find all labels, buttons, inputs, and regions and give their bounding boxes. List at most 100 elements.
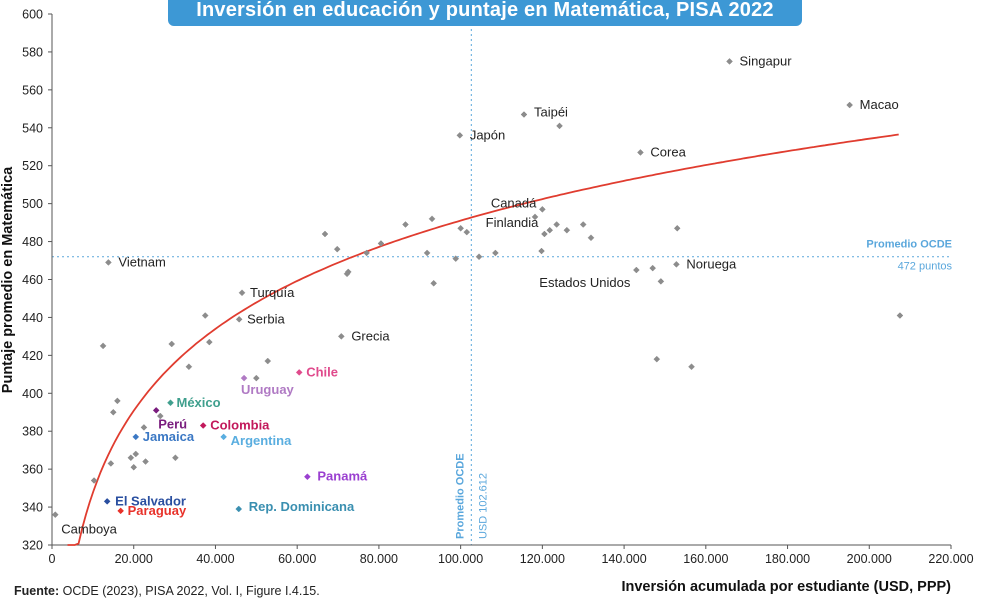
country-point [363, 249, 371, 257]
label-finlandia: Finlandia [486, 215, 540, 230]
x-tick-label: 20.000 [115, 552, 153, 566]
y-tick-label: 340 [22, 501, 43, 515]
label-turquia: Turquía [250, 285, 295, 300]
point-el-salvador [103, 498, 111, 505]
country-point [428, 215, 436, 223]
label-peru: Perú [158, 416, 187, 431]
y-tick-label: 560 [22, 83, 43, 97]
country-point [463, 228, 471, 236]
point-taipei [520, 111, 528, 118]
point-colombia [199, 422, 207, 429]
y-tick-label: 480 [22, 235, 43, 249]
country-point [127, 454, 135, 462]
y-tick-label: 440 [22, 311, 43, 325]
y-tick-label: 380 [22, 425, 43, 439]
country-point [142, 458, 149, 465]
x-tick-label: 180.000 [765, 552, 810, 566]
country-point [114, 397, 121, 405]
label-colombia: Colombia [210, 418, 270, 433]
country-point [321, 230, 329, 238]
label-taipei: Taipéi [534, 105, 568, 120]
x-tick-label: 160.000 [683, 552, 728, 566]
y-tick-label: 540 [22, 121, 43, 135]
point-chile [295, 369, 303, 376]
label-noruega: Noruega [686, 256, 737, 271]
label-estados-unidos: Estados Unidos [539, 275, 631, 290]
country-point [172, 454, 179, 462]
y-tick-label: 500 [22, 197, 43, 211]
x-tick-label: 80.000 [360, 552, 398, 566]
country-point [201, 312, 209, 319]
country-point [99, 342, 107, 350]
country-point [457, 224, 464, 232]
point-serbia [235, 315, 243, 323]
label-vietnam: Vietnam [118, 254, 165, 269]
y-tick-label: 600 [22, 8, 43, 22]
country-point [264, 357, 272, 365]
trend-line [67, 133, 899, 546]
point-japon [456, 132, 464, 139]
ocde-average-score-label: Promedio OCDE [866, 239, 952, 251]
label-serbia: Serbia [247, 311, 285, 326]
reference-lines: Promedio OCDE 472 puntos Promedio OCDE USD … [52, 14, 952, 545]
country-point [333, 245, 341, 253]
country-point [538, 247, 545, 255]
label-rep-dominicana: Rep. Dominicana [249, 499, 355, 514]
x-tick-label: 0 [49, 552, 56, 566]
point-camboya [51, 511, 59, 519]
country-point [109, 408, 117, 416]
country-point [130, 463, 138, 471]
y-tick-label: 520 [22, 159, 43, 173]
y-axis-title: Puntaje promedio en Matemática [0, 166, 16, 393]
country-point [107, 460, 115, 467]
source-text: OCDE (2023), PISA 2022, Vol. I, Figure I… [62, 584, 320, 598]
x-axis-title: Inversión acumulada por estudiante (USD,… [621, 579, 951, 595]
x-tick-label: 40.000 [196, 552, 234, 566]
label-jamaica: Jamaica [143, 429, 195, 444]
country-point [185, 363, 193, 371]
point-jamaica [132, 433, 140, 441]
x-tick-label: 200.000 [847, 552, 892, 566]
country-point [156, 412, 164, 420]
label-singapur: Singapur [740, 53, 793, 68]
country-point [649, 264, 657, 272]
country-point [423, 249, 431, 257]
point-turquia [238, 289, 246, 297]
label-chile: Chile [306, 364, 338, 379]
country-point [587, 234, 595, 242]
x-tick-label: 220.000 [928, 552, 973, 566]
trend-line-group [67, 133, 899, 546]
ocde-average-investment-value: USD 102.612 [477, 473, 489, 539]
label-panama: Panamá [317, 469, 368, 484]
country-point [452, 255, 460, 262]
y-tick-label: 420 [22, 349, 43, 363]
country-point [563, 226, 571, 234]
point-vietnam [105, 259, 112, 266]
label-japon: Japón [470, 127, 505, 142]
label-uruguay: Uruguay [241, 382, 294, 397]
point-labels: Singapur Macao Taipéi Japón Corea Canadá Finla… [61, 53, 898, 536]
label-corea: Corea [650, 144, 686, 159]
country-point [688, 363, 695, 371]
country-point [402, 221, 409, 228]
y-tick-label: 360 [22, 463, 43, 477]
point-grecia [337, 333, 345, 340]
point-noruega [673, 260, 680, 268]
point-panama [304, 473, 311, 481]
label-macao: Macao [860, 97, 899, 112]
country-point [475, 253, 483, 261]
data-points [51, 58, 904, 519]
ocde-average-score-value: 472 puntos [898, 261, 953, 273]
country-point [90, 477, 98, 484]
point-finlandia [541, 230, 548, 238]
x-tick-label: 140.000 [601, 552, 646, 566]
label-mexico: México [177, 395, 221, 410]
y-tick-label: 580 [22, 45, 43, 59]
country-point [896, 312, 904, 319]
ocde-average-investment-label: Promedio OCDE [454, 453, 466, 539]
country-point [653, 355, 661, 363]
label-canada: Canadá [491, 195, 537, 210]
label-argentina: Argentina [231, 433, 292, 448]
country-point [492, 249, 499, 257]
